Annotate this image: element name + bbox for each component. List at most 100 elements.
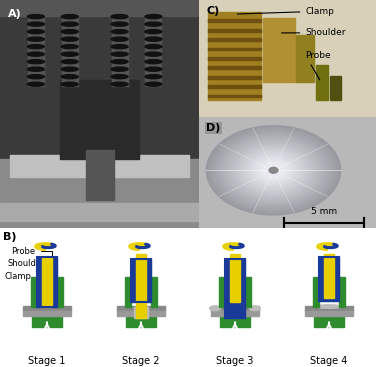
Ellipse shape <box>61 75 78 79</box>
Circle shape <box>254 157 293 183</box>
Text: Stage 3: Stage 3 <box>216 356 254 366</box>
Ellipse shape <box>249 306 260 310</box>
Circle shape <box>262 163 285 178</box>
Bar <box>319 257 339 301</box>
Ellipse shape <box>145 52 162 56</box>
Bar <box>314 316 344 327</box>
Ellipse shape <box>111 45 128 49</box>
Bar <box>208 66 261 69</box>
Bar <box>151 277 158 307</box>
Bar <box>225 259 245 317</box>
Bar <box>319 257 339 301</box>
Text: Stage 2: Stage 2 <box>122 356 160 366</box>
Circle shape <box>209 127 338 213</box>
Bar <box>23 306 71 311</box>
Ellipse shape <box>27 37 44 41</box>
Ellipse shape <box>27 45 44 49</box>
Bar <box>316 65 328 100</box>
Bar <box>112 11 127 87</box>
Text: Clamp: Clamp <box>5 272 34 288</box>
Circle shape <box>246 152 301 189</box>
Ellipse shape <box>316 305 342 308</box>
Text: A): A) <box>8 9 22 19</box>
Ellipse shape <box>27 22 44 26</box>
Text: Stage 4: Stage 4 <box>310 356 348 366</box>
Bar <box>211 311 259 316</box>
Bar <box>0 159 199 228</box>
Bar <box>220 316 250 327</box>
Ellipse shape <box>61 59 78 64</box>
Bar <box>208 12 261 100</box>
Bar <box>263 18 295 82</box>
Bar <box>30 277 37 307</box>
Bar <box>225 259 245 317</box>
Ellipse shape <box>111 75 128 79</box>
Bar <box>131 259 151 302</box>
Ellipse shape <box>145 22 162 26</box>
Bar <box>208 19 261 22</box>
Text: C): C) <box>206 6 220 16</box>
Bar <box>229 306 241 316</box>
Bar <box>10 155 189 178</box>
Bar <box>208 29 261 32</box>
Bar <box>23 311 71 316</box>
Ellipse shape <box>145 67 162 71</box>
Ellipse shape <box>145 15 162 19</box>
Text: Stage 1: Stage 1 <box>28 356 66 366</box>
Ellipse shape <box>111 82 128 86</box>
Circle shape <box>235 145 311 196</box>
Bar <box>208 48 261 51</box>
Ellipse shape <box>27 30 44 34</box>
Circle shape <box>259 161 288 180</box>
Bar <box>135 306 148 318</box>
Circle shape <box>220 134 327 206</box>
Ellipse shape <box>111 67 128 71</box>
Bar <box>296 35 314 82</box>
Text: Shoulder: Shoulder <box>282 28 346 37</box>
Bar <box>218 277 225 307</box>
Bar <box>28 11 44 87</box>
Bar <box>37 257 57 306</box>
Ellipse shape <box>111 15 128 19</box>
Circle shape <box>233 143 314 197</box>
Bar <box>0 0 199 16</box>
Text: Clamp: Clamp <box>237 7 334 16</box>
Circle shape <box>249 154 298 187</box>
Circle shape <box>212 129 335 211</box>
Ellipse shape <box>27 15 44 19</box>
Bar <box>211 306 259 311</box>
Bar <box>305 306 353 311</box>
Bar <box>42 257 52 306</box>
Bar <box>131 259 151 302</box>
Text: Shoulder: Shoulder <box>8 259 57 276</box>
Bar <box>37 257 57 306</box>
Bar <box>208 57 261 60</box>
Ellipse shape <box>145 37 162 41</box>
Circle shape <box>241 149 306 192</box>
Circle shape <box>206 126 341 215</box>
Bar <box>60 80 139 159</box>
Circle shape <box>217 133 330 208</box>
Bar <box>245 277 252 307</box>
Ellipse shape <box>27 82 44 86</box>
Bar <box>208 76 261 79</box>
Bar <box>124 277 131 307</box>
Ellipse shape <box>27 52 44 56</box>
Bar <box>86 150 114 200</box>
Bar <box>117 306 165 311</box>
Ellipse shape <box>61 67 78 71</box>
Circle shape <box>257 159 290 181</box>
Circle shape <box>227 140 320 201</box>
Bar <box>208 85 261 88</box>
Ellipse shape <box>61 15 78 19</box>
Circle shape <box>269 167 278 173</box>
Ellipse shape <box>27 75 44 79</box>
Ellipse shape <box>111 30 128 34</box>
Ellipse shape <box>111 22 128 26</box>
Bar <box>126 316 156 327</box>
Bar <box>230 254 240 302</box>
Ellipse shape <box>145 75 162 79</box>
Text: Probe: Probe <box>11 247 52 265</box>
Bar <box>330 76 341 100</box>
Ellipse shape <box>145 59 162 64</box>
